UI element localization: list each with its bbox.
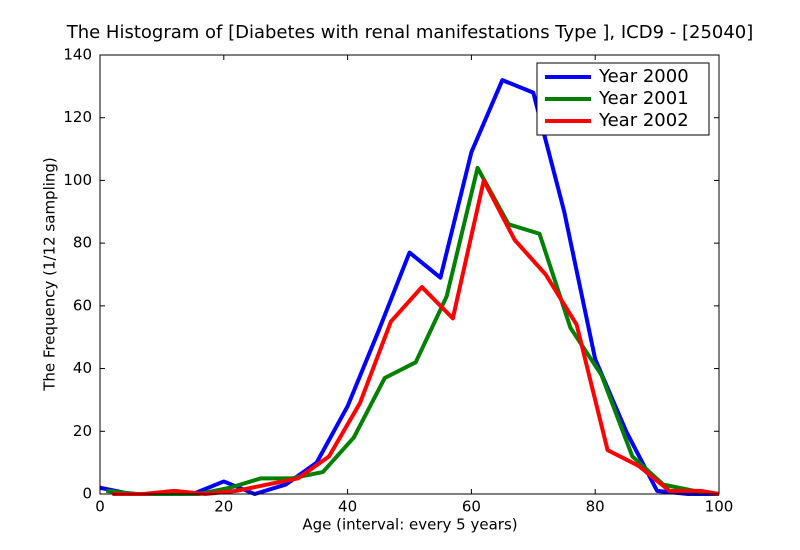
y-tick-label: 120 (63, 108, 92, 126)
y-axis-label: The Frequency (1/12 sampling) (41, 157, 59, 392)
y-tick-label: 40 (73, 359, 92, 377)
x-tick-label: 0 (95, 498, 105, 516)
x-tick-label: 100 (705, 498, 734, 516)
x-tick-label: 20 (214, 498, 233, 516)
y-tick-label: 100 (63, 171, 92, 189)
x-axis-label: Age (interval: every 5 years) (302, 516, 517, 534)
x-tick-label: 60 (462, 498, 481, 516)
legend-label: Year 2001 (598, 88, 689, 109)
x-tick-label: 40 (338, 498, 357, 516)
y-tick-label: 140 (63, 46, 92, 64)
data-line (112, 178, 720, 496)
legend-label: Year 2002 (598, 110, 689, 131)
x-tick-label: 80 (586, 498, 605, 516)
chart-title: The Histogram of [Diabetes with renal ma… (66, 22, 754, 43)
y-tick-label: 0 (82, 485, 92, 503)
data-line (99, 78, 719, 496)
y-tick-label: 80 (73, 234, 92, 252)
y-tick-label: 20 (73, 422, 92, 440)
legend-label: Year 2000 (598, 66, 689, 87)
plot-frame (99, 54, 720, 495)
y-tick-label: 60 (73, 296, 92, 314)
